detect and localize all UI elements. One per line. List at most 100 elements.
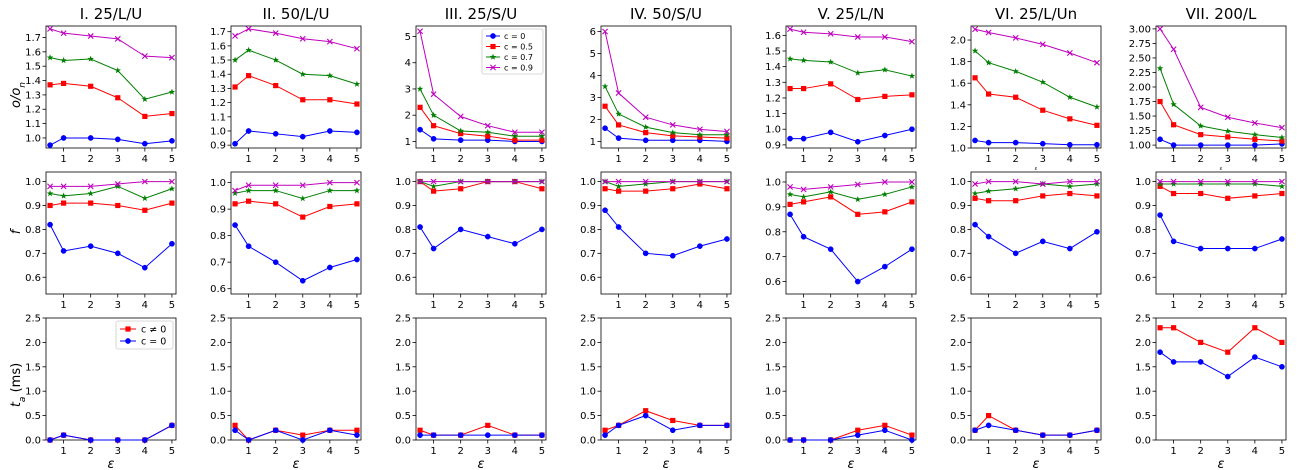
data-point-c05	[1094, 122, 1100, 128]
data-point-c0	[909, 437, 915, 443]
y-tick-label: 0.9	[395, 201, 411, 212]
x-tick-label: 4	[1252, 446, 1258, 457]
series-line-c09	[419, 31, 542, 133]
x-tick-label: 4	[1067, 154, 1073, 165]
subplot-r2: 1 2 3 4 5 0.0 0.5 1.0 1.5 2.0 2.5 ε	[25, 314, 177, 470]
series-c0	[787, 126, 915, 145]
data-point-c0	[882, 132, 888, 139]
panels: I. 25/L/U 1 2 3 4 5 1.0 1.1 1.2 1.3 1.4 1.5 1.6 1.7 1 2…	[25, 5, 1287, 470]
series-c0	[232, 427, 360, 443]
y-tick-label: 0.6	[1135, 273, 1151, 284]
legend-label: c = 0	[504, 32, 525, 41]
y-tick-label: 4	[405, 58, 411, 69]
x-tick-label: 1	[985, 154, 991, 165]
data-point-cnz	[300, 432, 306, 438]
data-point-c0	[539, 226, 545, 233]
data-point-cnz	[1157, 325, 1163, 331]
y-tick-label: 3	[590, 93, 596, 104]
y-tick-label: 2.0	[950, 36, 966, 47]
series-c0	[417, 432, 545, 438]
data-point-c0	[827, 246, 834, 253]
data-point-c09	[615, 178, 622, 185]
series-c05	[47, 80, 175, 120]
data-point-c0	[457, 137, 464, 143]
data-point-c0	[327, 128, 333, 134]
data-point-cnz	[1198, 339, 1204, 345]
x-tick-label: 4	[882, 154, 888, 165]
data-point-c09	[1197, 178, 1204, 185]
y-tick-label: 0.5	[1135, 411, 1151, 422]
data-point-c0	[60, 135, 67, 141]
data-point-c05	[602, 103, 608, 109]
x-tick-label: 4	[142, 154, 148, 165]
y-tick-label: 1.6	[950, 79, 966, 90]
data-point-c07	[1278, 134, 1286, 141]
data-point-c0	[1224, 373, 1231, 380]
data-point-c07	[669, 129, 676, 136]
data-point-c0	[87, 437, 94, 443]
x-tick-label: 3	[1040, 446, 1046, 457]
y-tick-label: 1.0	[210, 178, 226, 189]
data-point-c07	[985, 187, 992, 194]
y-tick-label: 2.0	[1135, 338, 1151, 349]
y-tick-label: 1.2	[950, 122, 966, 133]
data-point-c0	[232, 140, 238, 147]
y-tick-label: 0.0	[765, 436, 781, 447]
data-point-c09	[1012, 178, 1019, 185]
data-point-c07	[141, 194, 149, 202]
y-tick-label: 1.0	[395, 387, 411, 398]
data-point-c07	[908, 183, 916, 190]
y-tick-label: 0.8	[210, 231, 226, 242]
x-tick-label: 3	[115, 300, 121, 311]
x-tick-label: 4	[327, 300, 333, 311]
plot-frame	[415, 171, 547, 295]
data-point-c0	[457, 226, 464, 233]
y-tick-label: 1.6	[210, 41, 226, 52]
legend-marker	[490, 33, 496, 39]
data-point-c09	[232, 187, 239, 194]
series-c0	[972, 422, 1100, 438]
data-point-c09	[908, 38, 915, 45]
data-point-c07	[231, 56, 239, 63]
data-point-c0	[327, 264, 333, 271]
series-c05	[232, 73, 360, 107]
series-c05	[417, 104, 545, 143]
data-point-c05	[1013, 94, 1019, 100]
y-tick-label: 1.1	[25, 119, 41, 130]
data-point-c07	[538, 132, 546, 139]
subplot-r1: 1 2 3 4 5 0.6 0.7 0.8 0.9 1.0	[210, 171, 362, 311]
data-point-c07	[245, 46, 252, 53]
data-point-c0	[669, 427, 676, 434]
data-point-c0	[642, 412, 649, 419]
y-tick-label: 1.0	[25, 387, 41, 398]
data-point-c09	[1039, 180, 1046, 187]
data-point-c0	[1094, 141, 1100, 148]
series-line-c09	[50, 181, 172, 187]
x-tick-label: 5	[169, 446, 175, 457]
panel-title: VII. 200/L	[1186, 5, 1257, 23]
data-point-cnz	[485, 422, 491, 428]
x-tick-label: 4	[1252, 154, 1258, 165]
y-tick-label: 1	[590, 137, 596, 148]
data-point-c05	[1279, 190, 1285, 197]
y-tick-label: 1.2	[210, 98, 226, 109]
data-point-cnz	[1225, 349, 1231, 355]
data-point-c05	[88, 83, 94, 89]
x-tick-label: 5	[1279, 154, 1285, 165]
x-tick-label: 3	[300, 446, 306, 457]
panel-4: IV. 50/S/U 1 2 3 4 5 1 2 3 4 5 6 1 2 3 4 5 0.6 0.7 0.8 0.9 1.…	[580, 5, 732, 470]
legend-label: c ≠ 0	[141, 325, 166, 336]
y-tick-label: 1.4	[765, 62, 781, 73]
series-c0	[232, 128, 360, 147]
y-tick-label: 1.0	[1135, 177, 1151, 188]
plot-frame	[230, 25, 362, 149]
series-c05	[602, 103, 730, 141]
data-point-c07	[299, 195, 306, 202]
legend-label: c = 0.9	[504, 64, 533, 73]
data-point-c07	[1197, 180, 1204, 187]
data-point-c0	[169, 422, 175, 429]
series-c09	[787, 178, 915, 193]
data-point-c0	[882, 263, 888, 270]
y-tick-label: 0.9	[765, 140, 781, 151]
data-point-c09	[787, 183, 794, 190]
